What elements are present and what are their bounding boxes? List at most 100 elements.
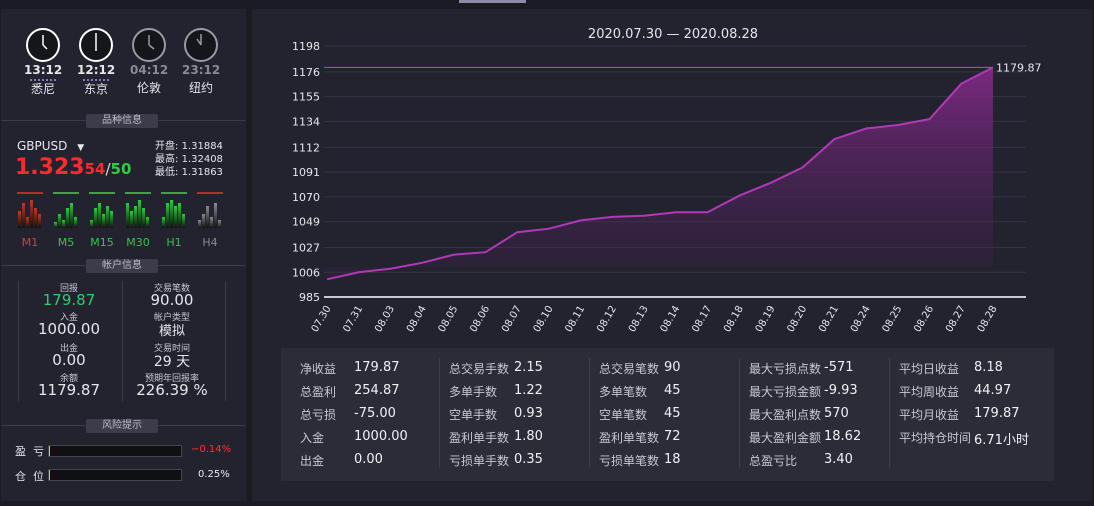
x-tick-label: 08.12	[595, 304, 619, 334]
timeframe-label-h4[interactable]: H4	[202, 236, 218, 249]
stat-value: 6.71小时	[974, 433, 1029, 448]
symbol-selector[interactable]: GBPUSD ▼	[17, 139, 84, 153]
stat-label: 盈利单手数	[449, 431, 510, 445]
stat-label: 空单手数	[449, 408, 498, 422]
signal-bar	[34, 208, 37, 228]
x-tick-label: 08.28	[976, 304, 1000, 334]
clock-dots	[30, 78, 56, 81]
timeframe-label-m15[interactable]: M15	[90, 236, 114, 249]
x-tick-label: 08.14	[659, 304, 683, 334]
deposit-label: 入金	[59, 313, 78, 323]
stat-label: 入金	[300, 431, 325, 445]
signal-bars-h4	[197, 192, 223, 228]
x-tick-label: 08.07	[500, 304, 524, 334]
position-value: 0.25%	[198, 469, 230, 480]
divider	[739, 358, 740, 468]
y-tick-label: 1176	[292, 66, 320, 79]
signal-bars-m5	[53, 192, 79, 228]
signal-bar	[210, 217, 213, 228]
y-tick-label: 1027	[292, 242, 320, 255]
signal-bar	[90, 220, 93, 228]
stat-label: 总交易笔数	[599, 362, 660, 376]
price-display: 1.32354/50	[15, 155, 131, 180]
signal-bar	[206, 206, 209, 228]
stat-value: -9.93	[824, 383, 858, 398]
stat-label: 最大盈利金额	[749, 431, 822, 445]
timeframe-label-m30[interactable]: M30	[126, 236, 150, 249]
y-tick-label: 1134	[292, 115, 320, 128]
trade-time-value: 29 天	[153, 354, 191, 370]
open-label: 开盘:	[155, 141, 179, 152]
stat-label: 最大亏损金额	[749, 385, 822, 399]
pnl-bar	[48, 445, 182, 457]
y-tick-label: 1112	[292, 141, 320, 154]
divider	[439, 358, 440, 468]
x-tick-label: 08.06	[468, 304, 492, 334]
divider	[889, 358, 890, 468]
trades-label: 交易笔数	[153, 284, 190, 294]
annual-return-value: 226.39 %	[136, 381, 208, 399]
signal-bar-cap	[53, 192, 79, 194]
deposit-value: 1000.00	[37, 320, 101, 338]
account-type-label: 帐户类型	[153, 313, 190, 323]
high-value: 1.32408	[181, 154, 223, 165]
signal-bar-cap	[125, 192, 151, 194]
timeframe-label-m1[interactable]: M1	[21, 236, 39, 249]
equity-area	[327, 67, 993, 280]
end-value-label: 1179.87	[996, 61, 1042, 74]
return-value: 179.87	[42, 291, 96, 309]
position-bar-fill	[49, 470, 50, 480]
clock-city: 伦敦	[136, 81, 161, 95]
signal-bar	[26, 217, 29, 228]
stat-value: 45	[664, 383, 681, 398]
ohl-panel: 开盘: 1.31884 最高: 1.32408 最低: 1.31863	[155, 140, 223, 179]
stat-label: 平均持仓时间	[899, 431, 972, 445]
stat-value: 1000.00	[354, 429, 408, 444]
stat-value: 72	[664, 429, 681, 444]
stat-label: 多单笔数	[599, 385, 648, 399]
stat-label: 亏损单手数	[449, 454, 510, 468]
y-tick-label: 1198	[292, 40, 320, 53]
active-tab-indicator	[459, 0, 526, 3]
stat-label: 总盈利	[300, 385, 337, 399]
signal-bars-h1	[161, 192, 187, 228]
stat-value: 254.87	[354, 383, 400, 398]
clock-city: 纽约	[188, 81, 213, 95]
clock-city: 东京	[83, 82, 108, 96]
signal-bar	[178, 203, 181, 228]
signal-bar	[74, 217, 77, 228]
timeframe-label-m5[interactable]: M5	[57, 236, 75, 249]
stat-label: 盈利单笔数	[599, 431, 660, 445]
y-tick-label: 985	[299, 291, 320, 304]
timeframe-label-h1[interactable]: H1	[166, 236, 182, 249]
x-tick-label: 07.30	[310, 304, 334, 334]
signal-bar	[54, 222, 57, 228]
signal-bars-m30	[125, 192, 151, 228]
stat-value: 45	[664, 406, 681, 421]
x-tick-label: 08.26	[912, 304, 936, 334]
clock-dots	[83, 78, 109, 81]
signal-bar	[62, 220, 65, 228]
signal-bar	[174, 206, 177, 228]
signal-bars-m15	[89, 192, 115, 228]
x-tick-label: 08.27	[944, 304, 968, 334]
left-panel: 13:12 悉尼 12:12 东京 04:12 伦敦 23:12 纽约 品种信	[1, 9, 246, 501]
stat-label: 总亏损	[300, 408, 337, 422]
stat-value: 0.00	[354, 452, 383, 467]
low-label: 最低:	[155, 167, 179, 178]
pnl-value: −0.14%	[191, 444, 232, 455]
signal-bar-cap	[17, 192, 43, 194]
equity-chart: 2020.07.30 — 2020.08.28 985 1006 1027 1049 1…	[292, 27, 1042, 334]
x-tick-label: 08.18	[722, 304, 746, 334]
stat-value: 3.40	[824, 452, 853, 467]
stat-value: 44.97	[974, 383, 1012, 398]
stat-label: 平均周收益	[899, 385, 960, 399]
signal-bar-cap	[197, 192, 223, 194]
clock-tokyo: 12:12 东京	[77, 27, 115, 97]
x-tick-label: 08.24	[849, 304, 873, 334]
pnl-bar-fill	[49, 446, 50, 456]
stat-label: 多单手数	[449, 385, 498, 399]
x-tick-label: 08.10	[532, 304, 556, 334]
clock-city: 悉尼	[30, 82, 55, 96]
stat-label: 平均日收益	[899, 362, 960, 376]
